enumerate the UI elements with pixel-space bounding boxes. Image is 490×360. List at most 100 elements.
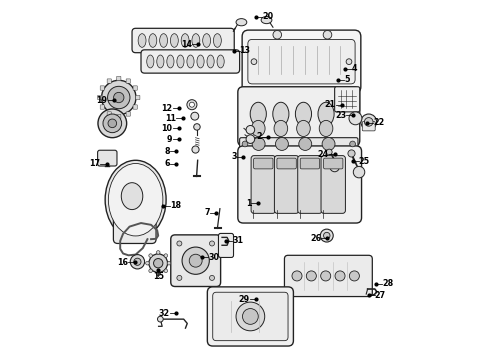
Circle shape: [306, 271, 317, 281]
Circle shape: [348, 150, 355, 157]
Ellipse shape: [157, 55, 164, 68]
Circle shape: [335, 271, 345, 281]
Circle shape: [167, 261, 171, 265]
Text: 11: 11: [165, 114, 176, 123]
Circle shape: [323, 232, 330, 239]
FancyBboxPatch shape: [254, 158, 273, 169]
Text: 26: 26: [310, 234, 321, 243]
Text: 30: 30: [208, 253, 219, 262]
Ellipse shape: [171, 34, 178, 47]
Text: 19: 19: [97, 96, 108, 105]
Ellipse shape: [217, 55, 224, 68]
Text: 15: 15: [153, 271, 164, 280]
Ellipse shape: [250, 102, 267, 126]
FancyBboxPatch shape: [251, 156, 275, 213]
FancyBboxPatch shape: [171, 235, 220, 287]
FancyBboxPatch shape: [274, 156, 299, 213]
Circle shape: [322, 138, 335, 150]
Text: 12: 12: [161, 104, 172, 113]
Text: 21: 21: [324, 100, 336, 109]
Text: 24: 24: [318, 150, 329, 159]
Circle shape: [156, 251, 160, 254]
Circle shape: [323, 31, 332, 39]
Circle shape: [242, 141, 248, 147]
Circle shape: [292, 271, 302, 281]
Ellipse shape: [122, 183, 143, 210]
Ellipse shape: [181, 34, 189, 47]
Text: 10: 10: [162, 123, 172, 132]
Circle shape: [192, 146, 199, 153]
Ellipse shape: [108, 163, 163, 236]
Circle shape: [157, 316, 163, 322]
Circle shape: [275, 138, 289, 150]
Circle shape: [149, 269, 152, 273]
Ellipse shape: [261, 17, 272, 24]
Circle shape: [350, 141, 355, 147]
Circle shape: [349, 112, 362, 125]
Ellipse shape: [167, 55, 174, 68]
FancyBboxPatch shape: [113, 203, 156, 243]
Text: 1: 1: [246, 199, 251, 208]
Text: 13: 13: [240, 46, 250, 55]
Circle shape: [194, 124, 200, 130]
Circle shape: [299, 138, 312, 150]
Circle shape: [98, 109, 126, 138]
FancyBboxPatch shape: [238, 87, 360, 146]
Circle shape: [164, 254, 168, 257]
Circle shape: [349, 271, 359, 281]
Ellipse shape: [192, 34, 200, 47]
Text: 20: 20: [262, 12, 273, 21]
FancyBboxPatch shape: [98, 95, 102, 100]
Ellipse shape: [214, 34, 221, 47]
Circle shape: [210, 241, 215, 246]
Circle shape: [146, 261, 149, 265]
Ellipse shape: [197, 55, 204, 68]
Circle shape: [156, 272, 160, 276]
FancyBboxPatch shape: [133, 105, 137, 109]
Circle shape: [365, 118, 373, 126]
FancyBboxPatch shape: [242, 30, 361, 93]
Circle shape: [353, 166, 365, 178]
Text: 6: 6: [164, 159, 170, 168]
Ellipse shape: [251, 120, 265, 136]
FancyBboxPatch shape: [126, 112, 130, 116]
Text: 25: 25: [359, 157, 370, 166]
FancyBboxPatch shape: [107, 79, 111, 83]
Ellipse shape: [207, 55, 214, 68]
Circle shape: [251, 59, 257, 64]
Text: 4: 4: [351, 64, 357, 73]
Ellipse shape: [236, 19, 247, 26]
FancyBboxPatch shape: [207, 287, 294, 346]
Circle shape: [153, 258, 163, 268]
Circle shape: [108, 86, 130, 109]
Text: 23: 23: [335, 111, 346, 120]
Circle shape: [177, 241, 182, 246]
Circle shape: [114, 93, 124, 103]
Text: 3: 3: [232, 152, 237, 161]
FancyBboxPatch shape: [100, 105, 104, 109]
Circle shape: [189, 254, 202, 267]
FancyBboxPatch shape: [285, 255, 372, 297]
FancyBboxPatch shape: [117, 76, 121, 81]
Circle shape: [243, 309, 258, 324]
Text: 14: 14: [181, 40, 192, 49]
Circle shape: [361, 114, 377, 130]
Circle shape: [210, 275, 215, 280]
Circle shape: [236, 302, 265, 331]
FancyBboxPatch shape: [300, 158, 319, 169]
FancyBboxPatch shape: [133, 86, 137, 90]
FancyBboxPatch shape: [132, 28, 234, 53]
Ellipse shape: [273, 102, 289, 126]
FancyBboxPatch shape: [213, 292, 288, 341]
FancyBboxPatch shape: [126, 79, 130, 83]
Ellipse shape: [296, 120, 310, 136]
Text: 17: 17: [90, 159, 100, 168]
Circle shape: [246, 135, 255, 143]
Ellipse shape: [160, 34, 168, 47]
Circle shape: [134, 258, 141, 265]
Ellipse shape: [318, 102, 334, 126]
Text: 7: 7: [205, 208, 210, 217]
Ellipse shape: [105, 160, 166, 239]
Ellipse shape: [147, 55, 154, 68]
Circle shape: [326, 149, 332, 155]
